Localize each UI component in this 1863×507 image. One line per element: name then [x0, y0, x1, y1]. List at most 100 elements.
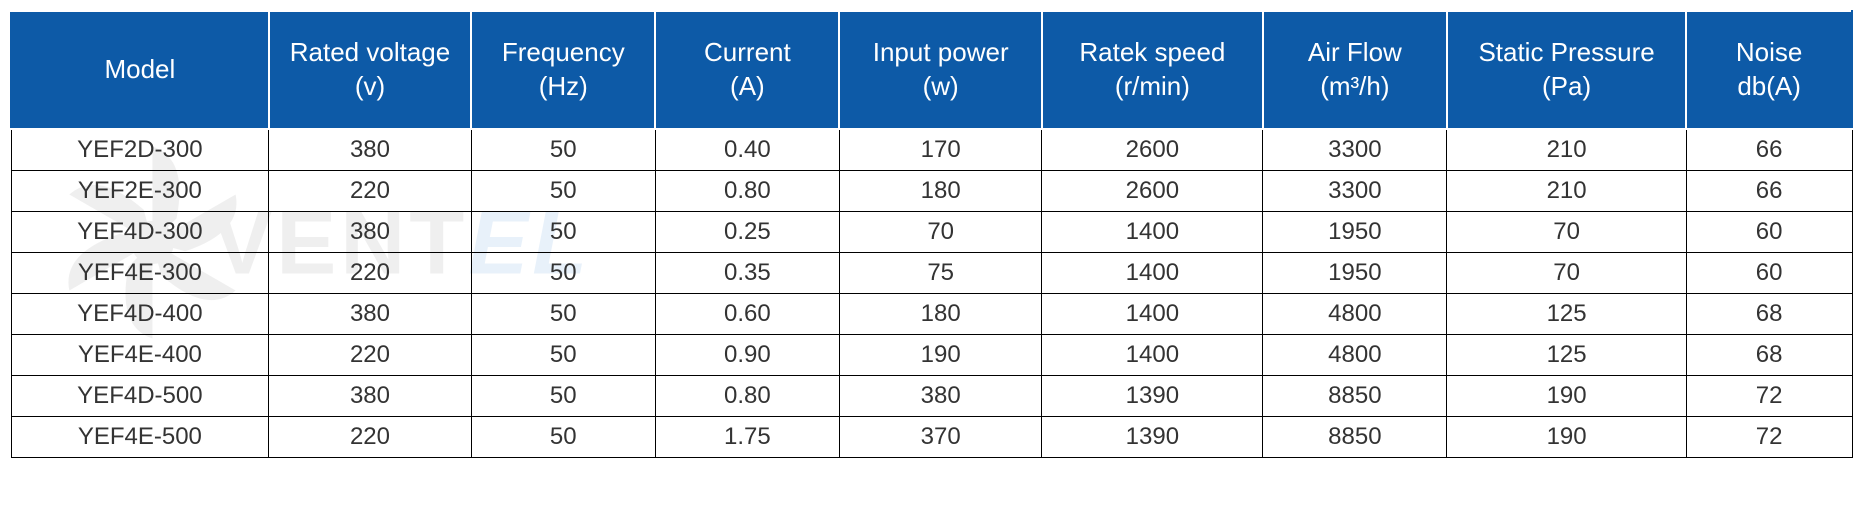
- header-current: Current (A): [655, 11, 839, 129]
- cell-power: 70: [839, 211, 1042, 252]
- cell-speed: 1400: [1042, 252, 1263, 293]
- cell-model: YEF2D-300: [11, 129, 269, 171]
- table-row: YEF4E-500220501.753701390885019072: [11, 416, 1852, 457]
- header-label: Current: [704, 37, 791, 67]
- cell-model: YEF4E-300: [11, 252, 269, 293]
- cell-frequency: 50: [471, 129, 655, 171]
- cell-frequency: 50: [471, 293, 655, 334]
- table-row: YEF2D-300380500.401702600330021066: [11, 129, 1852, 171]
- header-label: Model: [104, 54, 175, 84]
- header-label: Air Flow: [1308, 37, 1402, 67]
- cell-airflow: 8850: [1263, 416, 1447, 457]
- cell-noise: 60: [1686, 211, 1852, 252]
- header-pressure: Static Pressure (Pa): [1447, 11, 1686, 129]
- table-row: YEF4D-300380500.2570140019507060: [11, 211, 1852, 252]
- cell-power: 170: [839, 129, 1042, 171]
- cell-frequency: 50: [471, 334, 655, 375]
- table-head: Model Rated voltage (v) Frequency (Hz) C…: [11, 11, 1852, 129]
- table-row: YEF4E-300220500.3575140019507060: [11, 252, 1852, 293]
- cell-current: 0.80: [655, 375, 839, 416]
- cell-noise: 60: [1686, 252, 1852, 293]
- table-row: YEF2E-300220500.801802600330021066: [11, 170, 1852, 211]
- cell-model: YEF4D-300: [11, 211, 269, 252]
- header-airflow: Air Flow (m³/h): [1263, 11, 1447, 129]
- cell-pressure: 125: [1447, 334, 1686, 375]
- cell-model: YEF4D-400: [11, 293, 269, 334]
- cell-voltage: 380: [269, 293, 472, 334]
- cell-pressure: 70: [1447, 211, 1686, 252]
- header-unit: (m³/h): [1320, 71, 1389, 101]
- header-voltage: Rated voltage (v): [269, 11, 472, 129]
- cell-noise: 68: [1686, 334, 1852, 375]
- cell-current: 0.25: [655, 211, 839, 252]
- cell-current: 1.75: [655, 416, 839, 457]
- header-label: Static Pressure: [1478, 37, 1654, 67]
- cell-airflow: 3300: [1263, 129, 1447, 171]
- cell-noise: 72: [1686, 416, 1852, 457]
- header-row: Model Rated voltage (v) Frequency (Hz) C…: [11, 11, 1852, 129]
- header-unit: (v): [355, 71, 385, 101]
- header-unit: db(A): [1737, 71, 1801, 101]
- header-label: Rated voltage: [290, 37, 450, 67]
- cell-model: YEF4E-400: [11, 334, 269, 375]
- cell-frequency: 50: [471, 416, 655, 457]
- cell-pressure: 210: [1447, 129, 1686, 171]
- cell-voltage: 220: [269, 170, 472, 211]
- cell-airflow: 1950: [1263, 211, 1447, 252]
- table-row: YEF4E-400220500.901901400480012568: [11, 334, 1852, 375]
- cell-airflow: 4800: [1263, 334, 1447, 375]
- cell-speed: 1400: [1042, 293, 1263, 334]
- header-unit: (A): [730, 71, 765, 101]
- cell-current: 0.90: [655, 334, 839, 375]
- header-label: Frequency: [502, 37, 625, 67]
- cell-power: 370: [839, 416, 1042, 457]
- spec-table: Model Rated voltage (v) Frequency (Hz) C…: [10, 10, 1853, 458]
- header-speed: Ratek speed (r/min): [1042, 11, 1263, 129]
- header-noise: Noise db(A): [1686, 11, 1852, 129]
- header-power: Input power (w): [839, 11, 1042, 129]
- cell-voltage: 380: [269, 211, 472, 252]
- cell-power: 180: [839, 293, 1042, 334]
- cell-speed: 1400: [1042, 211, 1263, 252]
- cell-airflow: 4800: [1263, 293, 1447, 334]
- table-row: YEF4D-500380500.803801390885019072: [11, 375, 1852, 416]
- header-label: Ratek speed: [1079, 37, 1225, 67]
- table-body: YEF2D-300380500.401702600330021066YEF2E-…: [11, 129, 1852, 458]
- cell-speed: 1390: [1042, 375, 1263, 416]
- header-frequency: Frequency (Hz): [471, 11, 655, 129]
- cell-frequency: 50: [471, 211, 655, 252]
- cell-voltage: 220: [269, 334, 472, 375]
- cell-frequency: 50: [471, 170, 655, 211]
- cell-speed: 1400: [1042, 334, 1263, 375]
- cell-current: 0.60: [655, 293, 839, 334]
- cell-speed: 2600: [1042, 129, 1263, 171]
- cell-airflow: 1950: [1263, 252, 1447, 293]
- cell-current: 0.80: [655, 170, 839, 211]
- cell-voltage: 220: [269, 416, 472, 457]
- cell-pressure: 190: [1447, 416, 1686, 457]
- cell-model: YEF2E-300: [11, 170, 269, 211]
- cell-noise: 68: [1686, 293, 1852, 334]
- cell-power: 190: [839, 334, 1042, 375]
- header-unit: (Hz): [539, 71, 588, 101]
- cell-voltage: 220: [269, 252, 472, 293]
- header-unit: (Pa): [1542, 71, 1591, 101]
- cell-airflow: 3300: [1263, 170, 1447, 211]
- cell-speed: 2600: [1042, 170, 1263, 211]
- cell-current: 0.35: [655, 252, 839, 293]
- cell-noise: 66: [1686, 129, 1852, 171]
- cell-airflow: 8850: [1263, 375, 1447, 416]
- table-container: VENTEL Model Rated voltage (v): [10, 10, 1853, 458]
- cell-pressure: 125: [1447, 293, 1686, 334]
- cell-model: YEF4D-500: [11, 375, 269, 416]
- table-row: YEF4D-400380500.601801400480012568: [11, 293, 1852, 334]
- cell-frequency: 50: [471, 375, 655, 416]
- cell-speed: 1390: [1042, 416, 1263, 457]
- cell-noise: 72: [1686, 375, 1852, 416]
- cell-current: 0.40: [655, 129, 839, 171]
- header-unit: (w): [923, 71, 959, 101]
- cell-noise: 66: [1686, 170, 1852, 211]
- cell-frequency: 50: [471, 252, 655, 293]
- cell-pressure: 70: [1447, 252, 1686, 293]
- cell-power: 180: [839, 170, 1042, 211]
